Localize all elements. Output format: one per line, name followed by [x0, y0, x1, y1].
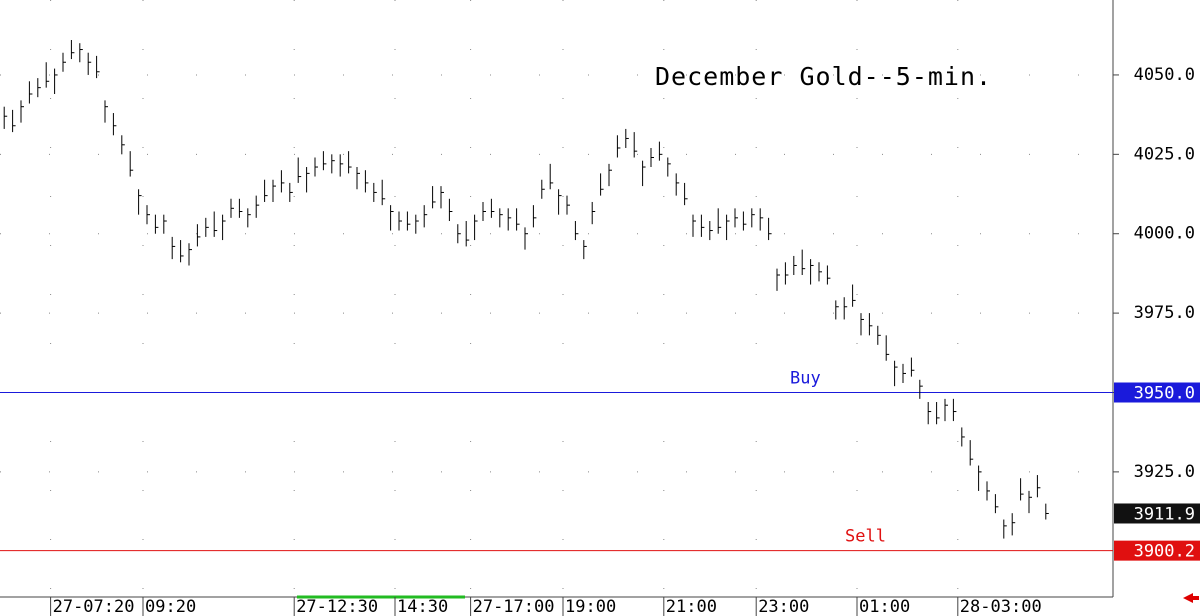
- scroll-arrow[interactable]: [1183, 593, 1199, 603]
- x-tick-label: 27-12:30: [296, 597, 378, 616]
- x-tick-label: 01:00: [859, 597, 910, 616]
- x-tick-label: 28-03:00: [960, 597, 1042, 616]
- x-tick-label: 19:00: [565, 597, 616, 616]
- x-tick-label: 21:00: [666, 597, 717, 616]
- x-tick-label: 09:20: [145, 597, 196, 616]
- x-tick-label: 14:30: [397, 597, 448, 616]
- y-tick-label: 4025.0: [1134, 144, 1195, 164]
- x-tick-label: 27-07:20: [53, 597, 135, 616]
- x-tick-label: 27-17:00: [473, 597, 555, 616]
- y-tick-label: 3925.0: [1134, 462, 1195, 482]
- last-price-label: 3911.9: [1134, 504, 1195, 524]
- level-value-label: 3950.0: [1134, 383, 1195, 403]
- x-tick-label: 23:00: [758, 597, 809, 616]
- level-name: Sell: [845, 527, 886, 547]
- chart-title: December Gold--5-min.: [655, 62, 992, 91]
- y-tick-label: 4050.0: [1134, 65, 1195, 85]
- level-value-label: 3900.2: [1134, 542, 1195, 562]
- last-price-tag: [1114, 503, 1200, 524]
- y-tick-label: 3975.0: [1134, 303, 1195, 323]
- y-tick-label: 4000.0: [1134, 224, 1195, 244]
- level-tag: [1114, 382, 1200, 403]
- level-tag: [1114, 540, 1200, 561]
- level-name: Buy: [790, 368, 821, 388]
